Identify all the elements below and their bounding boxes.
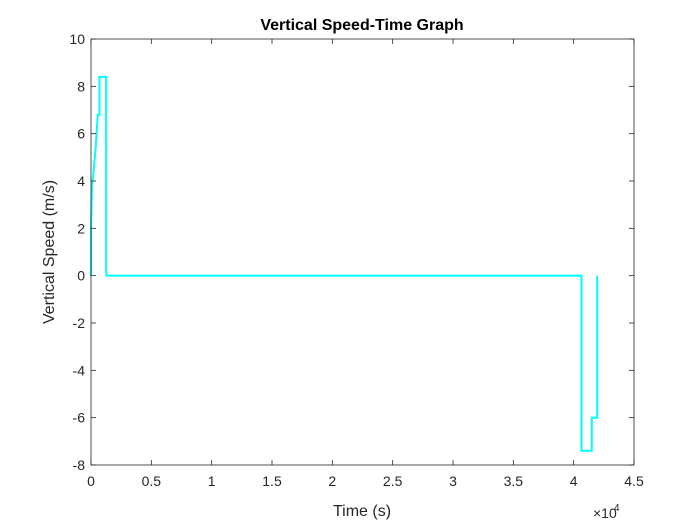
series-layer [90, 75, 599, 452]
x-tick-label: 0 [87, 473, 95, 489]
x-axis-label: Time (s) [333, 503, 391, 520]
x-tick-label: 3.5 [504, 473, 524, 489]
y-tick-label: 2 [77, 220, 85, 236]
y-tick-label: 6 [77, 126, 85, 142]
y-tick-label: 10 [69, 31, 85, 47]
plot-area [91, 39, 634, 465]
x-tick-label: 4 [570, 473, 578, 489]
x-tick-label: 2.5 [383, 473, 403, 489]
chart-title: Vertical Speed-Time Graph [260, 17, 463, 34]
x-axis-multiplier-exponent: 4 [614, 503, 620, 514]
y-axis-label: Vertical Speed (m/s) [41, 180, 58, 324]
series-line [90, 75, 599, 452]
y-tick-label: 4 [77, 173, 85, 189]
x-tick-label: 3 [449, 473, 457, 489]
y-tick-label: -4 [73, 362, 86, 378]
x-tick-label: 1 [208, 473, 216, 489]
y-tick-label: 8 [77, 78, 85, 94]
x-tick-label: 0.5 [142, 473, 162, 489]
y-tick-label: -6 [73, 410, 86, 426]
plot-frame [90, 38, 635, 466]
x-tick-label: 4.5 [624, 473, 644, 489]
y-tick-label: -8 [73, 457, 86, 473]
x-tick-label: 1.5 [262, 473, 282, 489]
x-axis-multiplier-base: ×10 [593, 505, 617, 521]
x-tick-label: 2 [328, 473, 336, 489]
y-tick-label: -2 [73, 315, 86, 331]
y-tick-label: 0 [77, 268, 85, 284]
x-axis-multiplier: ×10 4 [593, 503, 620, 521]
ticks-layer: 0 0.5 1 1.5 2 2.5 3 3.5 4 4.5 -8 -6 -4 -2 0 2 4 6 8 10 [69, 31, 644, 489]
